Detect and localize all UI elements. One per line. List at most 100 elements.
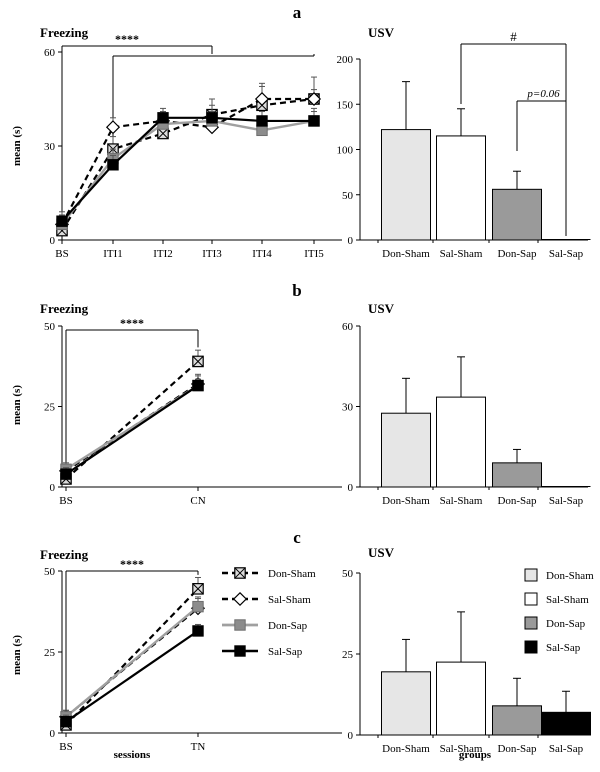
series-sal-sap xyxy=(56,104,320,227)
series-don-sap xyxy=(60,375,204,475)
y-tick-label: 60 xyxy=(342,321,354,333)
usv-chart: 0 30 60 USV Don-Sham Sal-Sham Don-Sap Sal-Sap xyxy=(342,301,591,507)
legend-label: Sal-Sap xyxy=(546,642,581,654)
series-line xyxy=(65,630,199,723)
chart-title: Freezing xyxy=(40,547,89,562)
x-tick-label: Sal-Sap xyxy=(549,248,584,260)
series-don-sham xyxy=(56,76,320,237)
legend-label: Don-Sham xyxy=(546,570,594,582)
legend-swatch xyxy=(524,616,538,630)
data-point xyxy=(308,115,320,127)
bar-don-sap xyxy=(492,188,542,241)
y-tick-label: 100 xyxy=(337,145,354,157)
bar-sal-sap xyxy=(541,239,591,240)
bar-sal-sap xyxy=(541,711,591,736)
usv-chart: 0 50 100 150 200 USV Don-Sham Sal-Sham Don-Sap Sa… xyxy=(337,25,591,260)
data-point xyxy=(254,91,270,107)
legend-label: Sal-Sham xyxy=(268,594,311,606)
y-axis-label: mean (s) xyxy=(11,385,23,425)
x-tick-label: Don-Sap xyxy=(497,743,537,755)
chart-title: USV xyxy=(368,25,395,40)
legend-label: Sal-Sap xyxy=(268,646,303,658)
legend-marker xyxy=(232,591,248,607)
series-line xyxy=(61,97,314,225)
freezing-chart: 0 30 60 BS ITI1 ITI2 ITI3 ITI4 ITI5 Freezing mean … xyxy=(11,25,342,260)
freezing-legend: Don-Sham Sal-Sham Don-Sap Sal-Sap xyxy=(222,567,316,658)
series-sal-sap xyxy=(60,378,204,480)
y-tick-label: 25 xyxy=(342,649,354,661)
series-line xyxy=(61,116,314,222)
y-tick-label: 60 xyxy=(44,47,56,59)
x-tick-label: Don-Sham xyxy=(382,495,430,507)
freezing-chart: 0 25 50 BS CN Freezing mean (s) **** xyxy=(11,301,342,507)
y-tick-label: 50 xyxy=(342,190,354,202)
y-tick-label: 25 xyxy=(44,647,56,659)
panel-letter: b xyxy=(292,281,301,300)
panel-letter: c xyxy=(293,528,301,547)
chart-title: USV xyxy=(368,545,395,560)
data-point xyxy=(56,215,68,227)
significance-label: **** xyxy=(120,316,144,330)
series-don-sap xyxy=(60,596,204,723)
y-tick-label: 0 xyxy=(348,235,354,247)
y-tick-label: 200 xyxy=(337,54,354,66)
y-tick-label: 0 xyxy=(50,728,56,740)
y-tick-label: 0 xyxy=(50,235,56,247)
y-axis-label: mean (s) xyxy=(11,126,23,166)
x-axis-label: groups xyxy=(459,749,492,761)
series-line xyxy=(65,588,199,726)
x-tick-label: ITI1 xyxy=(103,248,123,260)
y-tick-label: 0 xyxy=(50,482,56,494)
x-axis-label: sessions xyxy=(114,749,151,761)
y-tick-label: 30 xyxy=(342,402,354,414)
data-point xyxy=(107,159,119,171)
data-point xyxy=(306,91,322,107)
legend-label: Don-Sap xyxy=(546,618,586,630)
bar-sal-sham xyxy=(436,661,486,736)
x-tick-label: ITI4 xyxy=(252,248,272,260)
x-tick-label: Don-Sham xyxy=(382,248,430,260)
panel-a: a 0 30 60 BS ITI1 ITI2 ITI3 ITI4 ITI5 Freezing mean… xyxy=(11,3,591,260)
usv-chart: 0 25 50 USV groups Don-Sham Sal-Sham Don-Sap Sal… xyxy=(342,545,594,761)
x-tick-label: CN xyxy=(190,495,205,507)
legend-label: Don-Sap xyxy=(268,620,308,632)
y-tick-label: 0 xyxy=(348,482,354,494)
y-tick-label: 0 xyxy=(348,730,354,742)
x-tick-label: Sal-Sham xyxy=(440,248,483,260)
bar-don-sham xyxy=(381,129,431,241)
significance-label: # xyxy=(510,29,517,44)
data-point xyxy=(256,115,268,127)
legend-swatch xyxy=(524,568,538,582)
legend-swatch xyxy=(524,592,538,606)
x-tick-label: Sal-Sap xyxy=(549,743,584,755)
legend-marker xyxy=(234,619,246,631)
x-tick-label: BS xyxy=(55,248,68,260)
y-tick-label: 30 xyxy=(44,141,56,153)
x-tick-label: BS xyxy=(59,495,72,507)
chart-title: USV xyxy=(368,301,395,316)
bar-sal-sham xyxy=(436,135,486,241)
x-tick-label: ITI5 xyxy=(304,248,324,260)
series-sal-sham xyxy=(54,82,322,232)
legend-label: Don-Sham xyxy=(268,568,316,580)
significance-label: **** xyxy=(115,32,139,46)
freezing-chart: 0 25 50 BS TN Freezing mean (s) sessions **** Don… xyxy=(11,547,342,761)
y-tick-label: 50 xyxy=(44,566,56,578)
bar-don-sap xyxy=(492,705,542,736)
data-point xyxy=(105,120,121,135)
legend-marker xyxy=(234,645,246,657)
x-tick-label: Don-Sham xyxy=(382,743,430,755)
series-sal-sap xyxy=(60,623,204,728)
data-point xyxy=(60,715,72,728)
data-point-x2 xyxy=(192,355,204,367)
x-tick-label: Sal-Sham xyxy=(440,743,483,755)
series-line xyxy=(65,384,199,476)
data-point xyxy=(256,124,268,137)
x-tick-label: Sal-Sap xyxy=(549,495,584,507)
chart-title: Freezing xyxy=(40,301,89,316)
series-don-sham xyxy=(60,576,204,731)
legend-swatch xyxy=(524,640,538,654)
bar-don-sham xyxy=(381,671,431,736)
chart-title: Freezing xyxy=(40,25,89,40)
y-tick-label: 50 xyxy=(342,568,354,580)
